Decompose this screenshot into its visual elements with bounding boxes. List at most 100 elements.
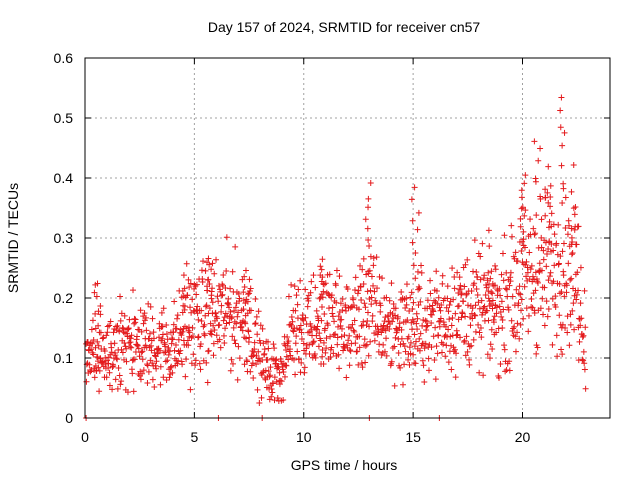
data-point bbox=[229, 333, 236, 340]
data-point bbox=[410, 262, 417, 269]
data-point bbox=[579, 334, 586, 341]
data-point bbox=[374, 285, 381, 292]
data-point bbox=[576, 338, 583, 345]
data-point bbox=[577, 264, 584, 271]
data-point bbox=[251, 339, 258, 346]
data-point bbox=[292, 371, 299, 378]
data-point bbox=[498, 271, 505, 278]
data-point bbox=[114, 322, 121, 329]
data-point bbox=[365, 268, 372, 275]
data-point bbox=[247, 285, 254, 292]
data-point bbox=[112, 352, 119, 359]
data-point bbox=[440, 341, 447, 348]
data-point bbox=[379, 275, 386, 282]
data-point bbox=[205, 348, 212, 355]
data-point bbox=[193, 306, 200, 313]
data-point bbox=[93, 293, 100, 300]
data-point bbox=[409, 217, 416, 224]
data-point bbox=[560, 240, 567, 247]
data-point bbox=[469, 315, 476, 322]
data-point bbox=[300, 317, 307, 324]
data-point bbox=[475, 250, 482, 257]
data-point bbox=[335, 323, 342, 330]
data-point bbox=[240, 306, 247, 313]
data-point bbox=[252, 321, 259, 328]
data-point bbox=[425, 355, 432, 362]
data-point bbox=[326, 305, 333, 312]
data-point bbox=[253, 313, 260, 320]
data-point bbox=[499, 250, 506, 257]
data-point bbox=[418, 269, 425, 276]
data-point bbox=[477, 276, 484, 283]
data-point bbox=[565, 260, 572, 267]
data-point bbox=[124, 326, 131, 333]
data-point bbox=[212, 309, 219, 316]
data-point bbox=[218, 302, 225, 309]
data-point bbox=[199, 278, 206, 285]
data-point bbox=[137, 376, 144, 383]
data-point bbox=[383, 352, 390, 359]
data-point bbox=[536, 268, 543, 275]
y-axis-label: SRMTID / TECUs bbox=[5, 183, 21, 293]
data-point bbox=[485, 317, 492, 324]
data-point bbox=[270, 341, 277, 348]
data-point bbox=[160, 374, 167, 381]
data-point bbox=[330, 350, 337, 357]
data-point bbox=[267, 372, 274, 379]
data-point bbox=[329, 313, 336, 320]
data-point bbox=[157, 347, 164, 354]
data-point bbox=[555, 221, 562, 228]
data-point bbox=[462, 352, 469, 359]
data-point bbox=[460, 338, 467, 345]
data-point bbox=[452, 374, 459, 381]
data-point bbox=[575, 287, 582, 294]
data-point bbox=[435, 294, 442, 301]
data-point bbox=[143, 327, 150, 334]
data-point bbox=[512, 333, 519, 340]
y-tick-label: 0 bbox=[65, 410, 73, 426]
data-point bbox=[295, 286, 302, 293]
data-point bbox=[310, 339, 317, 346]
data-point bbox=[559, 199, 566, 206]
data-point bbox=[484, 351, 491, 358]
data-point bbox=[107, 351, 114, 358]
data-point bbox=[362, 304, 369, 311]
data-point bbox=[140, 320, 147, 327]
data-point bbox=[362, 342, 369, 349]
data-point bbox=[285, 338, 292, 345]
data-point bbox=[152, 362, 159, 369]
data-point bbox=[252, 296, 259, 303]
data-point bbox=[137, 307, 144, 314]
data-point bbox=[493, 310, 500, 317]
data-point bbox=[198, 307, 205, 314]
data-point bbox=[116, 328, 123, 335]
data-point bbox=[103, 374, 110, 381]
data-point bbox=[445, 308, 452, 315]
data-point bbox=[554, 251, 561, 258]
data-point bbox=[215, 298, 222, 305]
data-point bbox=[189, 296, 196, 303]
data-point bbox=[346, 362, 353, 369]
data-point bbox=[251, 346, 258, 353]
data-point bbox=[103, 332, 110, 339]
data-point bbox=[112, 376, 119, 383]
data-point bbox=[210, 322, 217, 329]
data-point bbox=[175, 336, 182, 343]
data-point bbox=[403, 281, 410, 288]
data-point bbox=[97, 311, 104, 318]
data-point bbox=[144, 362, 151, 369]
data-point bbox=[531, 138, 538, 145]
data-point bbox=[427, 290, 434, 297]
data-point bbox=[216, 336, 223, 343]
data-point bbox=[166, 348, 173, 355]
data-point bbox=[526, 249, 533, 256]
data-point bbox=[355, 306, 362, 313]
data-point bbox=[528, 303, 535, 310]
data-point bbox=[217, 344, 224, 351]
data-point bbox=[488, 268, 495, 275]
data-point bbox=[506, 358, 513, 365]
data-point bbox=[90, 351, 97, 358]
data-point bbox=[83, 378, 90, 385]
data-point bbox=[528, 296, 535, 302]
data-point bbox=[96, 367, 103, 374]
